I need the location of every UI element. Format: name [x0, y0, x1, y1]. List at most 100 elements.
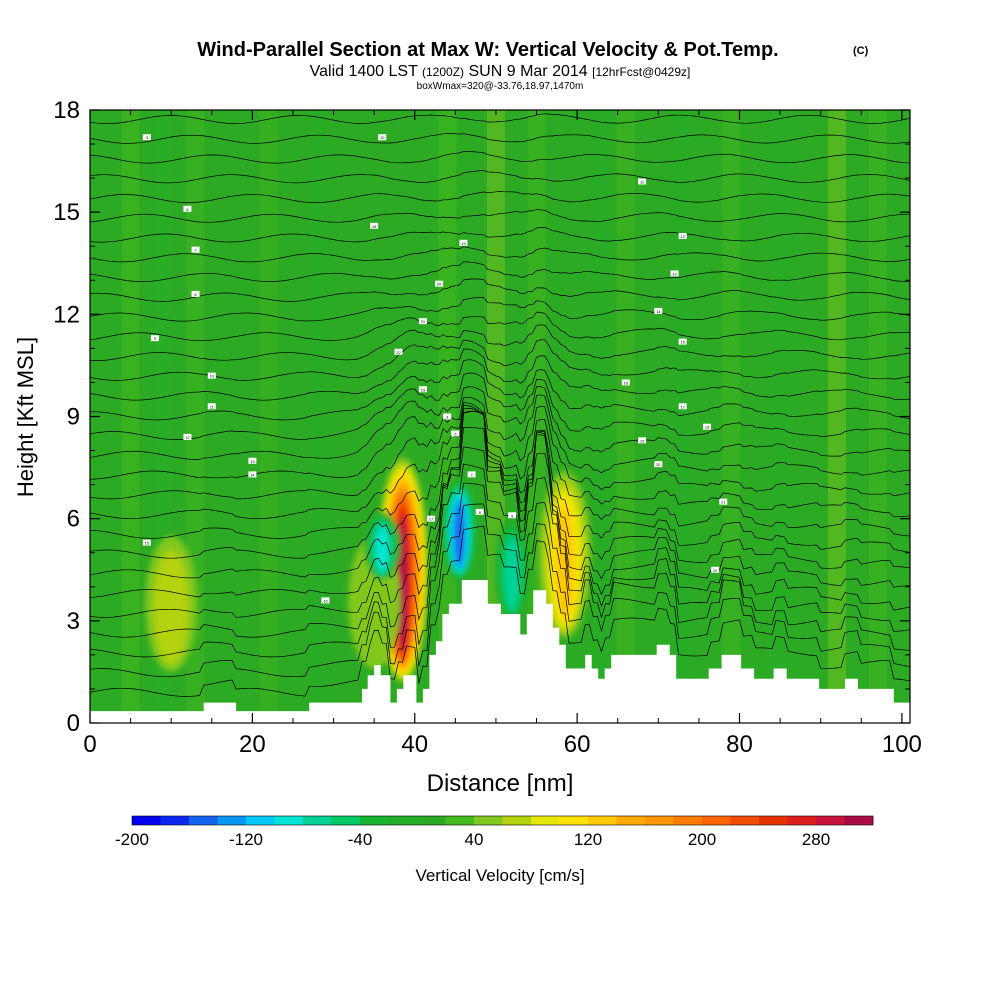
downdraft-band: [504, 538, 520, 611]
y-tick-label: 3: [67, 608, 80, 635]
isentrope-label: 9: [150, 335, 159, 342]
colorbar-tick-label: 40: [465, 830, 484, 849]
x-axis-label: Distance [nm]: [427, 770, 574, 797]
isentrope-line: [90, 503, 910, 678]
isentrope-label: 23: [418, 386, 427, 393]
y-tick-label: 9: [67, 404, 80, 431]
isentrope-line: [90, 261, 910, 282]
colorbar-swatch: [559, 816, 589, 825]
isentrope-label: 19: [459, 239, 468, 246]
isentrope-label-box: [443, 413, 452, 420]
isentrope-label: 22: [394, 348, 403, 355]
x-tick-label: 60: [564, 731, 591, 758]
colorbar-swatch: [702, 816, 731, 825]
isentrope-label: 21: [418, 318, 427, 325]
y-tick-label: 15: [53, 199, 80, 226]
colorbar-tick-label: -40: [348, 830, 373, 849]
subtitle-utc: (1200Z): [422, 65, 464, 79]
x-tick-label: 40: [401, 731, 428, 758]
isentrope-line: [90, 411, 910, 579]
isentrope-line: [90, 227, 910, 243]
isentrope-label-text: 3: [446, 415, 449, 420]
isentrope-label-text: 11: [640, 180, 645, 185]
texture-column: [308, 110, 327, 723]
isentrope-lines: [90, 113, 910, 697]
isentrope-label-box: [719, 498, 728, 505]
isentrope-label-text: 19: [640, 438, 645, 443]
isentrope-label: 7: [467, 471, 476, 478]
isentrope-line: [90, 463, 910, 638]
isentrope-line: [90, 311, 910, 342]
colorbar: [131, 815, 874, 826]
colorbar-swatch: [303, 816, 332, 825]
isentrope-label: 14: [654, 307, 663, 314]
isentrope-label-text: 13: [672, 271, 677, 276]
isentrope-label-box: [183, 433, 192, 440]
isentrope-label-box: [426, 515, 435, 522]
isentrope-label: 15: [142, 539, 151, 546]
isentrope-label-text: 8: [479, 510, 482, 515]
y-tick-label: 18: [53, 97, 80, 124]
terrain: [90, 580, 910, 723]
colorbar-swatch: [331, 816, 361, 825]
colorbar-swatch: [274, 816, 304, 825]
isentrope-label-box: [150, 335, 159, 342]
colorbar-swatch: [474, 816, 503, 825]
isentrope-label-text: 17: [680, 404, 685, 409]
isentrope-label-text: 21: [421, 319, 426, 324]
colorbar-tick-label: 200: [688, 830, 716, 849]
colorbar-swatch: [816, 816, 845, 825]
isentrope-line: [90, 408, 910, 539]
isentrope-label-text: 20: [656, 462, 661, 467]
isentrope-label-box: [394, 348, 403, 355]
colorbar-swatch: [787, 816, 817, 825]
isentrope-label-text: 20: [437, 282, 442, 287]
chart-subtitle: Valid 1400 LST (1200Z) SUN 9 Mar 2014 [1…: [310, 63, 691, 80]
isentrope-label-box: [638, 437, 647, 444]
isentrope-label-text: 21: [721, 500, 726, 505]
isentrope-label-box: [183, 205, 192, 212]
colorbar-swatch: [246, 816, 275, 825]
x-tick-label: 80: [726, 731, 753, 758]
x-tick-label: 20: [239, 731, 266, 758]
isentrope-label-text: 13: [250, 459, 255, 464]
isentrope-label-text: 16: [624, 380, 629, 385]
isentrope-label: 14: [248, 471, 257, 478]
isentrope-label-text: 14: [250, 472, 255, 477]
subtitle-valid: Valid 1400 LST: [310, 63, 418, 80]
isentrope-line: [90, 446, 910, 618]
isentrope-line: [90, 359, 910, 421]
isentrope-label: 12: [678, 233, 687, 240]
isentrope-label: 12: [183, 433, 192, 440]
isentrope-label-text: 10: [210, 374, 215, 379]
isentrope-label: 10: [207, 372, 216, 379]
isentrope-label-text: 17: [429, 517, 434, 522]
isentrope-line: [90, 339, 910, 381]
x-tick-label: 0: [83, 731, 96, 758]
texture-column: [259, 110, 278, 723]
isentrope-line: [90, 427, 910, 598]
texture-column: [616, 110, 635, 723]
isentrope-label: 13: [670, 270, 679, 277]
y-tick-label: 0: [67, 710, 80, 737]
isentrope-label-box: [711, 566, 720, 573]
colorbar-swatch: [502, 816, 532, 825]
isentrope-label-box: [475, 508, 484, 515]
isentrope-label-text: 22: [396, 350, 401, 355]
isentrope-label: 8: [475, 508, 484, 515]
colorbar-ticks: -200 -120 -40 40 120 200 280: [115, 830, 830, 849]
isentrope-line: [90, 394, 910, 480]
isentrope-label-box: [467, 471, 476, 478]
colorbar-tick-label: 280: [802, 830, 830, 849]
isentrope-label-box: [378, 134, 387, 141]
isentrope-label-text: 11: [210, 404, 215, 409]
colorbar-swatch: [616, 816, 646, 825]
isentrope-label-text: 9: [511, 513, 514, 518]
isentrope-line: [90, 525, 910, 697]
chart-title-mark: (C): [853, 45, 869, 57]
isentrope-label-box: [418, 386, 427, 393]
isentrope-label-box: [321, 597, 330, 604]
isentrope-label-box: [248, 457, 257, 464]
isentrope-line: [90, 151, 910, 164]
isentrope-label-text: 5: [454, 432, 457, 437]
